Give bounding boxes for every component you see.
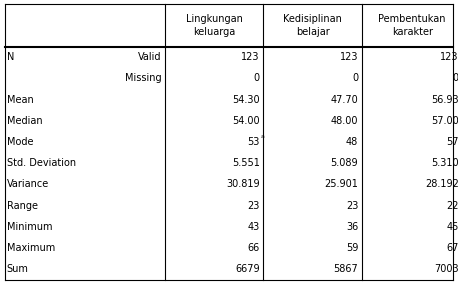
Text: Maximum: Maximum [7, 243, 55, 253]
Text: 5867: 5867 [333, 264, 358, 274]
Text: 54.30: 54.30 [232, 95, 260, 105]
Text: 59: 59 [346, 243, 358, 253]
Text: 123: 123 [441, 52, 458, 62]
Text: 48: 48 [346, 137, 358, 147]
Text: Sum: Sum [7, 264, 29, 274]
Text: 7003: 7003 [434, 264, 458, 274]
Text: 43: 43 [247, 222, 260, 232]
Text: Mode: Mode [7, 137, 33, 147]
Text: 5.310: 5.310 [431, 158, 458, 168]
Text: 5.551: 5.551 [232, 158, 260, 168]
Text: Valid: Valid [138, 52, 161, 62]
Text: 48.00: 48.00 [331, 116, 358, 126]
Text: 56.93: 56.93 [431, 95, 458, 105]
Text: 123: 123 [340, 52, 358, 62]
Text: Variance: Variance [7, 179, 49, 189]
Text: Median: Median [7, 116, 43, 126]
Text: Mean: Mean [7, 95, 33, 105]
Text: Lingkungan
keluarga: Lingkungan keluarga [185, 14, 243, 37]
Text: 0: 0 [254, 74, 260, 83]
Text: Std. Deviation: Std. Deviation [7, 158, 76, 168]
Text: Pembentukan
karakter: Pembentukan karakter [378, 14, 446, 37]
Text: Minimum: Minimum [7, 222, 52, 232]
Text: N: N [7, 52, 14, 62]
Text: Kedisiplinan
belajar: Kedisiplinan belajar [283, 14, 342, 37]
Text: 6679: 6679 [235, 264, 260, 274]
Text: 66: 66 [247, 243, 260, 253]
Text: 67: 67 [447, 243, 458, 253]
Text: 57: 57 [447, 137, 458, 147]
Text: 30.819: 30.819 [226, 179, 260, 189]
Text: 0: 0 [453, 74, 458, 83]
Text: 45: 45 [447, 222, 458, 232]
Text: 25.901: 25.901 [324, 179, 358, 189]
Text: 57.00: 57.00 [431, 116, 458, 126]
Text: 36: 36 [346, 222, 358, 232]
Text: 123: 123 [241, 52, 260, 62]
Text: 28.192: 28.192 [425, 179, 458, 189]
Text: 47.70: 47.70 [330, 95, 358, 105]
Text: 22: 22 [447, 201, 458, 210]
Text: 23: 23 [247, 201, 260, 210]
Text: 23: 23 [346, 201, 358, 210]
Text: 0: 0 [352, 74, 358, 83]
Text: a: a [260, 133, 264, 139]
Text: 54.00: 54.00 [232, 116, 260, 126]
Text: 5.089: 5.089 [331, 158, 358, 168]
Text: Missing: Missing [125, 74, 161, 83]
Text: 53: 53 [247, 137, 260, 147]
Text: Range: Range [7, 201, 38, 210]
